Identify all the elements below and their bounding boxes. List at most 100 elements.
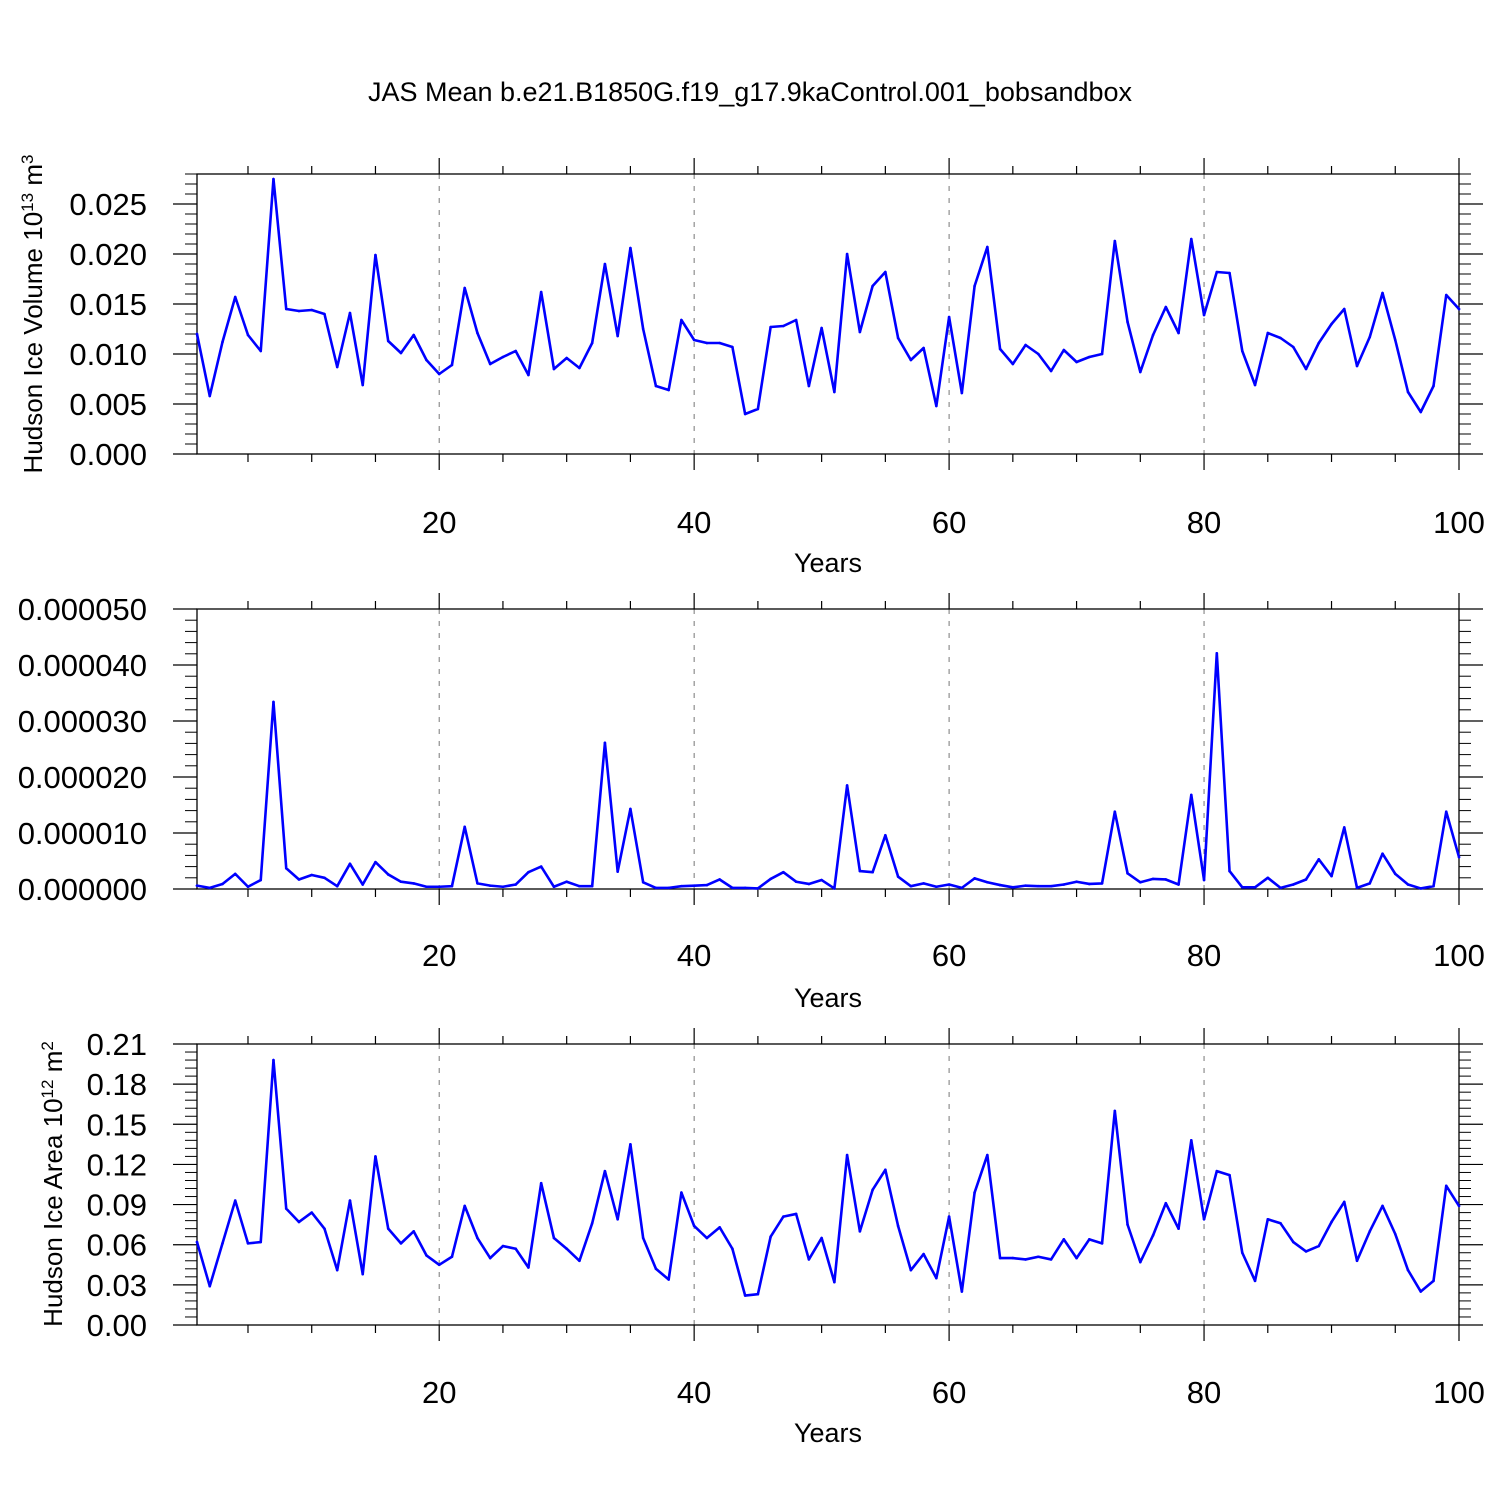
data-point-area-28 xyxy=(539,1181,543,1185)
data-point-area-11 xyxy=(323,1227,326,1230)
data-point-area-44 xyxy=(743,1294,747,1297)
data-point-volume-20 xyxy=(437,372,441,376)
data-point-volume-96 xyxy=(1406,390,1410,394)
data-point-volume-32 xyxy=(590,341,594,345)
data-point-area-88 xyxy=(1304,1250,1308,1253)
data-point-volume-52 xyxy=(845,252,849,256)
data-point-volume-18 xyxy=(412,333,416,337)
data-point-volume-47 xyxy=(782,324,785,328)
data-point-volume-9 xyxy=(297,309,301,313)
data-point-middle-29 xyxy=(552,885,556,889)
data-point-area-56 xyxy=(896,1224,900,1228)
data-point-volume-50 xyxy=(820,326,823,330)
data-point-area-68 xyxy=(1049,1258,1053,1261)
data-point-volume-81 xyxy=(1215,270,1219,274)
y-tick-label-area-4: 0.12 xyxy=(87,1147,147,1182)
data-point-middle-45 xyxy=(756,887,760,890)
data-point-volume-11 xyxy=(323,312,326,316)
data-point-volume-33 xyxy=(603,262,607,266)
data-point-middle-38 xyxy=(667,886,670,890)
data-point-middle-61 xyxy=(960,886,964,890)
data-point-middle-65 xyxy=(1011,886,1015,889)
data-point-middle-52 xyxy=(845,784,849,787)
data-point-volume-68 xyxy=(1049,369,1053,373)
panel-volume: Hudson Ice Volume 1013 m3 20 40 60 80 100 Yea… xyxy=(18,155,1485,578)
data-point-area-78 xyxy=(1177,1227,1180,1230)
data-point-middle-23 xyxy=(476,882,479,885)
data-point-middle-55 xyxy=(884,833,887,837)
data-point-area-4 xyxy=(233,1199,237,1202)
data-point-area-21 xyxy=(450,1255,454,1259)
data-point-area-35 xyxy=(629,1143,632,1146)
data-point-area-12 xyxy=(335,1268,339,1272)
data-point-middle-9 xyxy=(297,878,301,881)
data-point-area-47 xyxy=(782,1215,785,1218)
x-tick-label-middle-3: 80 xyxy=(1187,938,1221,973)
data-point-volume-6 xyxy=(259,349,263,353)
data-point-volume-34 xyxy=(616,334,619,338)
data-point-middle-25 xyxy=(501,885,505,889)
y-tick-label-volume-3: 0.015 xyxy=(69,287,147,322)
data-point-area-77 xyxy=(1164,1201,1168,1205)
y-axis-label-area: Hudson Ice Area 1012 m2 xyxy=(38,1041,69,1327)
data-point-volume-29 xyxy=(552,367,556,371)
y-tick-label-volume-4: 0.020 xyxy=(69,237,147,272)
data-point-middle-54 xyxy=(871,870,874,874)
series-points-volume xyxy=(195,177,1461,416)
series-points-middle xyxy=(195,651,1461,890)
data-point-volume-97 xyxy=(1419,410,1423,414)
data-point-volume-37 xyxy=(654,384,658,388)
data-point-area-20 xyxy=(437,1263,441,1267)
data-point-volume-13 xyxy=(348,311,352,315)
data-point-area-30 xyxy=(565,1247,568,1251)
data-point-volume-49 xyxy=(807,384,811,388)
x-tick-label-volume-0: 20 xyxy=(422,505,456,540)
x-axis-label-area: Years xyxy=(794,1418,862,1448)
data-point-volume-4 xyxy=(233,295,237,299)
data-point-volume-67 xyxy=(1037,352,1040,356)
data-point-area-96 xyxy=(1406,1268,1410,1272)
data-point-volume-54 xyxy=(871,284,874,288)
data-point-volume-51 xyxy=(833,390,836,394)
data-point-volume-41 xyxy=(705,341,709,345)
data-point-area-27 xyxy=(527,1266,530,1269)
x-tick-label-area-2: 60 xyxy=(932,1375,966,1410)
data-point-volume-28 xyxy=(539,290,543,294)
data-point-volume-78 xyxy=(1177,331,1180,335)
data-point-middle-57 xyxy=(909,884,913,888)
x-tick-label-volume-4: 100 xyxy=(1433,505,1485,540)
data-point-middle-34 xyxy=(616,870,619,873)
data-point-area-31 xyxy=(578,1259,581,1263)
data-point-middle-62 xyxy=(973,877,976,880)
data-point-area-15 xyxy=(374,1155,377,1158)
data-point-volume-16 xyxy=(386,339,390,343)
data-point-volume-53 xyxy=(858,330,862,334)
data-point-area-45 xyxy=(756,1292,760,1296)
y-tick-label-area-6: 0.18 xyxy=(87,1067,147,1102)
data-point-volume-59 xyxy=(935,404,938,408)
data-point-volume-82 xyxy=(1228,271,1231,275)
data-point-area-22 xyxy=(463,1204,467,1208)
data-point-volume-79 xyxy=(1190,237,1193,241)
data-point-area-43 xyxy=(731,1247,734,1251)
data-point-middle-89 xyxy=(1317,858,1321,861)
y-tick-label-middle-5: 0.000050 xyxy=(18,592,147,627)
data-point-area-70 xyxy=(1075,1256,1078,1260)
data-point-middle-44 xyxy=(743,886,747,890)
data-point-volume-85 xyxy=(1266,331,1270,335)
data-point-volume-83 xyxy=(1240,349,1244,353)
series-line-volume xyxy=(195,177,1461,416)
x-tick-label-area-4: 100 xyxy=(1433,1375,1485,1410)
data-point-area-76 xyxy=(1151,1234,1155,1237)
data-point-middle-27 xyxy=(527,870,530,874)
data-point-area-19 xyxy=(425,1254,428,1257)
data-point-area-84 xyxy=(1253,1279,1257,1283)
data-point-volume-21 xyxy=(450,363,454,367)
x-tick-label-area-1: 40 xyxy=(677,1375,711,1410)
data-point-middle-91 xyxy=(1342,826,1346,829)
panel-middle: 20 40 60 80 100 Years 0.000000 0.000010 0.000020… xyxy=(18,592,1485,1013)
data-point-area-42 xyxy=(718,1226,721,1229)
data-point-area-64 xyxy=(998,1256,1002,1260)
data-point-volume-44 xyxy=(743,412,747,416)
data-point-middle-64 xyxy=(998,883,1002,887)
